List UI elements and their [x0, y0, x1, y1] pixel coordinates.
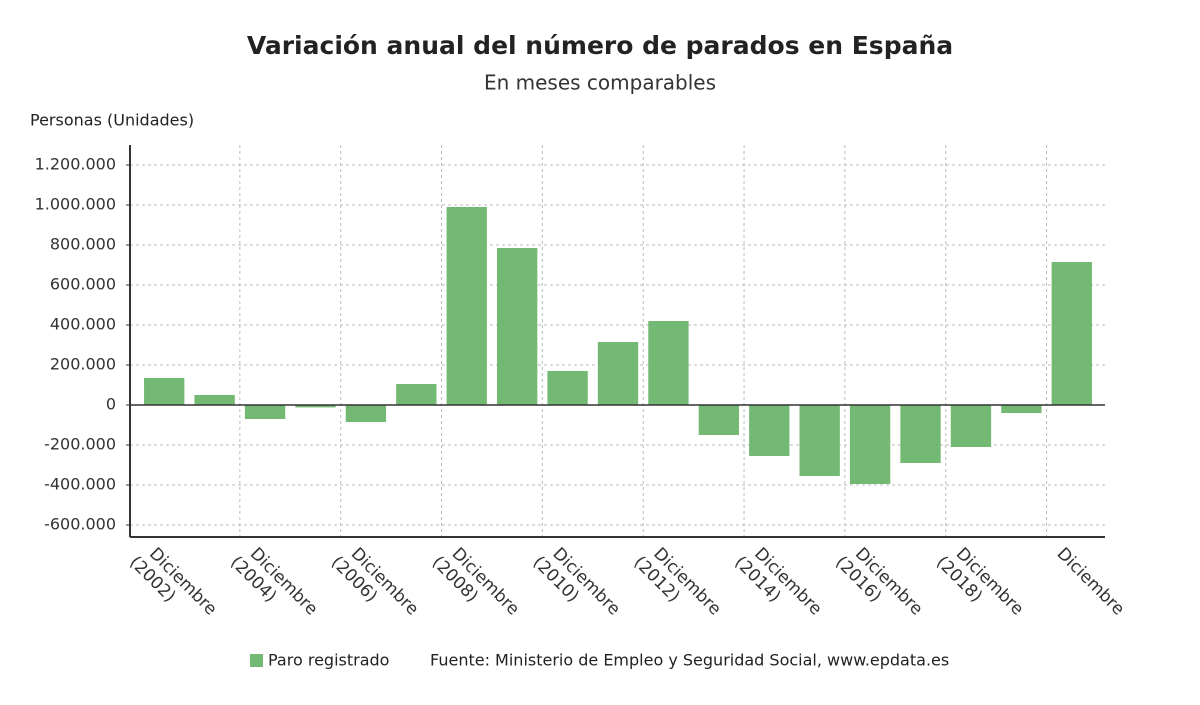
bar	[698, 405, 740, 435]
y-tick-label: 0	[106, 395, 116, 414]
x-tick-label: Diciembre (2004)	[226, 538, 325, 637]
bar	[446, 207, 487, 405]
x-tick-label: Diciembre (2010)	[529, 538, 628, 637]
bar	[144, 378, 185, 405]
x-tick-label: Diciembre (2006)	[327, 538, 426, 637]
chart-subtitle: En meses comparables	[484, 71, 716, 95]
y-tick-label: 1.000.000	[35, 195, 116, 214]
bar	[1001, 405, 1042, 413]
y-tick-label: 400.000	[50, 315, 116, 334]
y-tick-label: 600.000	[50, 275, 116, 294]
x-tick-label: Diciembre (2016)	[831, 538, 930, 637]
grid	[130, 145, 1105, 537]
bar	[244, 405, 286, 419]
legend-label: Paro registrado	[268, 651, 389, 670]
y-tick-label: 800.000	[50, 235, 116, 254]
y-axis-label: Personas (Unidades)	[30, 111, 194, 130]
x-tick-label: Diciembre (2008)	[428, 538, 527, 637]
y-tick-label: -600.000	[44, 515, 116, 534]
bar	[900, 405, 941, 463]
bar	[950, 405, 992, 447]
bar	[547, 371, 588, 405]
chart-title: Variación anual del número de parados en…	[247, 31, 953, 60]
x-tick-label: Diciembre (2018)	[932, 538, 1031, 637]
x-tick-label: Diciembre (2014)	[730, 538, 829, 637]
legend-swatch	[250, 654, 263, 667]
bar	[194, 395, 235, 405]
x-tick-label: Diciembre (2002)	[125, 538, 224, 637]
bar	[597, 342, 639, 405]
x-tick-label: Diciembre (2012)	[630, 538, 729, 637]
bar	[849, 405, 891, 484]
bar	[648, 321, 689, 405]
bar	[496, 248, 538, 405]
y-tick-label: 1.200.000	[35, 155, 116, 174]
x-tick-label: Diciembre	[1053, 544, 1129, 620]
bar	[295, 405, 336, 408]
bar	[396, 384, 437, 405]
y-tick-label: -400.000	[44, 475, 116, 494]
y-tick-label: 200.000	[50, 355, 116, 374]
source: Fuente: Ministerio de Empleo y Seguridad…	[430, 651, 949, 670]
bar	[799, 405, 840, 476]
bar	[345, 405, 387, 422]
bar	[1051, 262, 1092, 405]
y-tick-label: -200.000	[44, 435, 116, 454]
bar	[749, 405, 790, 456]
